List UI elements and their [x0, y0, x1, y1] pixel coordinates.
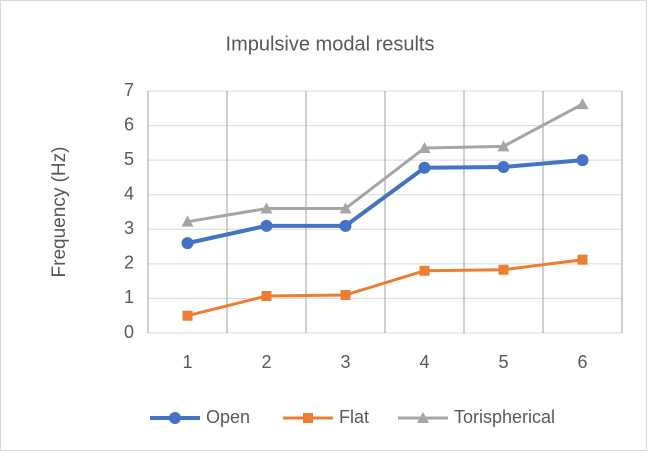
- data-point: [260, 202, 273, 214]
- series-line: [187, 158, 583, 246]
- series-line: [187, 258, 583, 318]
- y-tick-label: 5: [124, 149, 134, 169]
- data-point: [181, 237, 194, 250]
- data-point: [576, 98, 589, 110]
- legend-label: Torispherical: [454, 407, 555, 427]
- data-point: [419, 265, 430, 276]
- data-point: [261, 291, 272, 302]
- legend-label: Flat: [339, 407, 369, 427]
- data-point: [340, 289, 351, 300]
- y-tick-label: 3: [124, 218, 134, 238]
- x-tick-label: 1: [182, 352, 192, 372]
- data-point: [260, 219, 273, 232]
- y-tick-label: 2: [124, 253, 134, 273]
- x-tick-label: 4: [419, 352, 429, 372]
- x-tick-label: 2: [261, 352, 271, 372]
- y-tick-label: 1: [124, 287, 134, 307]
- legend-marker: [169, 412, 181, 424]
- y-tick-label: 7: [124, 80, 134, 100]
- legend-label: Open: [206, 407, 250, 427]
- data-point: [576, 154, 589, 167]
- series-line: [187, 102, 584, 224]
- data-point: [497, 140, 510, 152]
- x-tick-label: 5: [498, 352, 508, 372]
- x-tick-label: 3: [340, 352, 350, 372]
- data-point: [182, 310, 193, 321]
- chart-title: Impulsive modal results: [226, 33, 435, 55]
- y-tick-label: 0: [124, 322, 134, 342]
- y-tick-label: 4: [124, 183, 134, 203]
- data-point: [181, 215, 194, 227]
- y-axis-label: Frequency (Hz): [49, 147, 70, 278]
- data-point: [339, 202, 352, 214]
- x-tick-label: 6: [577, 352, 587, 372]
- data-point: [577, 254, 588, 265]
- data-point: [498, 264, 509, 275]
- data-point: [339, 219, 352, 232]
- legend-marker: [417, 412, 429, 423]
- legend-marker: [303, 413, 313, 423]
- data-point: [418, 161, 431, 174]
- data-point: [418, 142, 431, 154]
- data-point: [497, 161, 510, 174]
- y-tick-label: 6: [124, 114, 134, 134]
